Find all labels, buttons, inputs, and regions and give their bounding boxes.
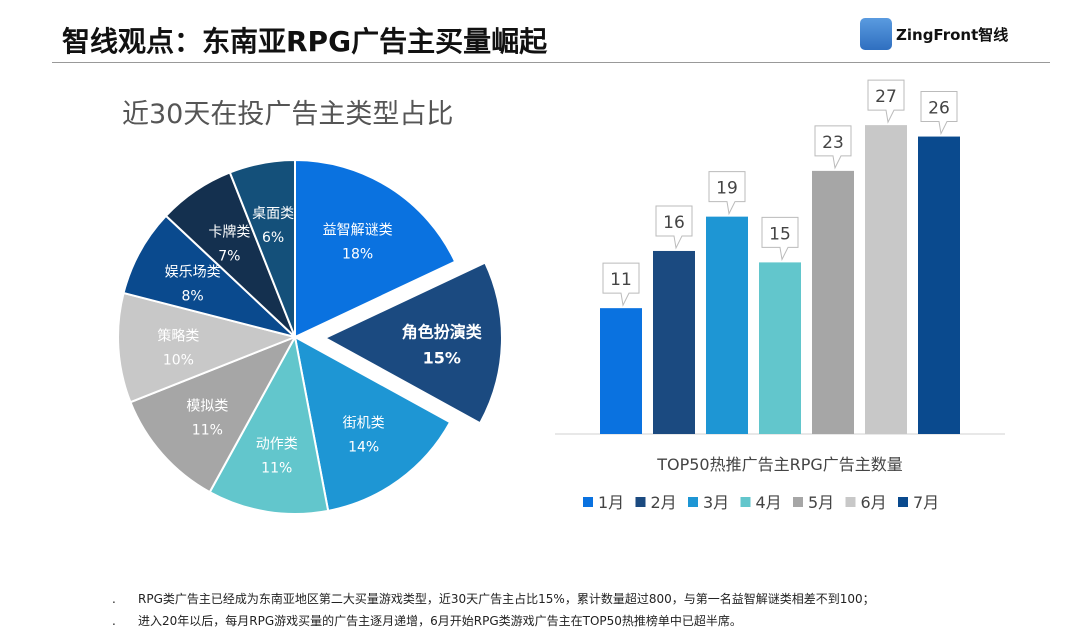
- data-label: 26: [928, 99, 950, 119]
- pie-title: 近30天在投广告主类型占比: [122, 99, 454, 130]
- bar: [653, 250, 695, 434]
- data-label-callout: [655, 205, 693, 250]
- data-label: 16: [663, 213, 685, 233]
- pie-label: 娱乐场类: [165, 265, 221, 281]
- legend-label: 4月: [756, 493, 782, 512]
- legend-swatch: [793, 497, 803, 507]
- pie-slice: [129, 335, 298, 494]
- pie-slice: [294, 158, 457, 339]
- pie-slice: [208, 334, 330, 515]
- data-label-callout: [708, 171, 746, 216]
- pie-slice: [293, 335, 452, 513]
- pie-label: 策略类: [157, 327, 199, 344]
- notes: . RPG类广告主已经成为东南亚地区第二大买量游戏类型，近30天广告主占比15%，…: [112, 588, 875, 632]
- data-label: 15: [769, 224, 791, 244]
- legend-swatch: [688, 497, 698, 507]
- data-label: 27: [875, 87, 897, 107]
- bar: [600, 308, 642, 434]
- pie-label: 模拟类: [186, 398, 228, 414]
- divider: [52, 62, 1050, 63]
- bar-chart-title: TOP50热推广告主RPG广告主数量: [656, 455, 903, 474]
- pie-label: 益智解谜类: [323, 222, 393, 238]
- pie-value: 10%: [163, 352, 194, 368]
- pie-slice: [228, 158, 296, 338]
- pie-value: 11%: [261, 460, 292, 476]
- bar: [759, 262, 801, 434]
- pie-value: 14%: [348, 440, 379, 456]
- data-label-callout: [920, 91, 958, 136]
- pie-value: 6%: [262, 230, 284, 246]
- pie-slice: [122, 214, 296, 338]
- data-label-callout: [602, 262, 640, 307]
- data-label-callout: [867, 79, 905, 124]
- pie-label: 卡牌类: [208, 223, 250, 240]
- data-label-callout: [761, 216, 799, 261]
- legend-label: 3月: [703, 493, 729, 512]
- legend-label: 5月: [808, 493, 834, 512]
- data-label: 23: [822, 133, 844, 153]
- bar: [865, 125, 907, 435]
- pie-label: 桌面类: [252, 206, 294, 222]
- legend-label: 7月: [913, 493, 939, 512]
- pie-label: 动作类: [256, 436, 298, 452]
- data-label: 19: [716, 179, 738, 199]
- legend-label: 2月: [651, 493, 677, 512]
- legend-swatch: [845, 497, 856, 507]
- pie-value: 8%: [182, 289, 204, 305]
- note-item: . RPG类广告主已经成为东南亚地区第二大买量游戏类型，近30天广告主占比15%，…: [112, 592, 875, 606]
- bar: [812, 170, 854, 434]
- pie-value: 15%: [423, 349, 461, 368]
- pie-value: 7%: [218, 248, 240, 264]
- page-title: 智线观点：东南亚RPG广告主买量崛起: [62, 25, 548, 58]
- note-item: . 进入20年以后，每月RPG游戏买量的广告主逐月递增，6月开始RPG类游戏广告主…: [112, 614, 742, 628]
- data-label-callout: [814, 125, 852, 170]
- bar: [918, 136, 960, 434]
- pie-value: 11%: [192, 422, 223, 438]
- pie-slice: [117, 291, 299, 404]
- legend-swatch: [898, 497, 908, 507]
- legend-label: 1月: [598, 493, 624, 512]
- legend-swatch: [635, 497, 646, 507]
- bar: [706, 216, 748, 434]
- zingfront-logo-icon: [860, 18, 892, 50]
- data-label: 11: [610, 270, 632, 290]
- pie-label: 角色扮演类: [402, 323, 483, 342]
- pie-label: 街机类: [343, 416, 385, 432]
- logo: ZingFront智线: [860, 18, 1008, 50]
- legend-swatch: [583, 497, 593, 507]
- pie-slice: [322, 261, 503, 425]
- logo-text: ZingFront智线: [896, 25, 1009, 44]
- pie-value: 18%: [342, 246, 373, 262]
- legend-label: 6月: [861, 493, 887, 512]
- legend-swatch: [740, 497, 751, 507]
